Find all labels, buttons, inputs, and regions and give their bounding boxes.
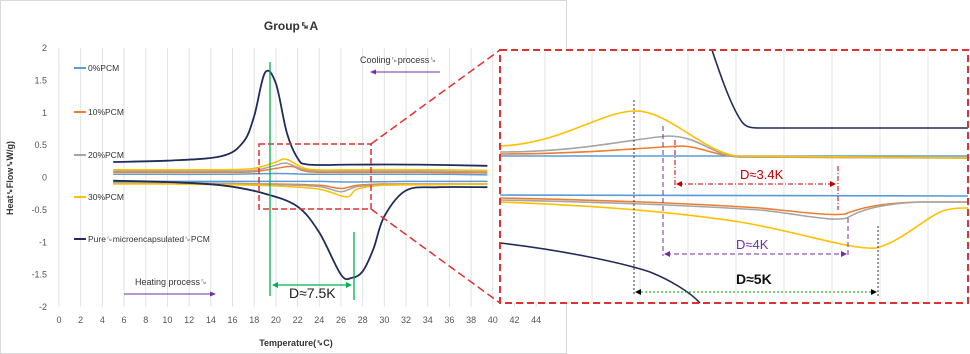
heating-arrow-head: [210, 291, 216, 297]
y-tick-label: 1.5: [34, 75, 47, 85]
x-tick-label: 4: [100, 315, 105, 325]
x-axis-label: Temperature(␙C): [259, 338, 333, 348]
series-1-cooling-line: [113, 165, 488, 174]
series-4-cooling-line: [113, 69, 488, 167]
series-lines: [113, 69, 488, 281]
inset-arrowhead-red-left: [676, 181, 682, 187]
y-tick-label: -2: [39, 302, 47, 312]
gridlines: [58, 48, 537, 307]
inset-10pct-cooling: [499, 145, 969, 159]
heating-process-label: Heating process␙: [135, 277, 207, 287]
zoom-box: [258, 143, 372, 210]
x-tick-label: 20: [271, 315, 281, 325]
inset-border: [499, 49, 969, 304]
legend-label-2: 20%PCM: [88, 150, 124, 160]
series-0-cooling-line: [113, 172, 488, 176]
chart-title: Group␙A: [264, 19, 319, 33]
y-tick-label: -1: [39, 237, 47, 247]
series-3-cooling-line: [113, 158, 488, 172]
inset-arrowhead-red-right: [830, 181, 836, 187]
y-tick-label: 1: [42, 108, 47, 118]
legend-label-1: 10%PCM: [88, 107, 124, 117]
cooling-arrow-head: [370, 69, 376, 75]
y-tick-label: 0: [42, 173, 47, 183]
x-tick-label: 8: [143, 315, 148, 325]
y-tick-label: 0.5: [34, 140, 47, 150]
x-tick-label: 34: [423, 315, 433, 325]
inset-10pct-heating: [499, 197, 968, 216]
legend-label-4: Pure␙microencapsulated␙PCM: [88, 234, 210, 244]
x-tick-label: 26: [336, 315, 346, 325]
y-tick-label: -0.5: [31, 205, 47, 215]
d-label-main: D≈7.5K: [289, 285, 336, 301]
inset-d-label-red: D≈3.4K: [740, 167, 784, 182]
x-tick-label: 36: [444, 315, 454, 325]
zoom-connector-bottom: [370, 208, 501, 304]
inset-d-label-purple: D≈4K: [736, 237, 769, 252]
x-tick-label: 16: [228, 315, 238, 325]
inset-pure-heating: [499, 242, 701, 304]
inset-20pct-heating: [499, 199, 968, 220]
y-tick-label: 2: [42, 43, 47, 53]
y-tick-labels: 2 1.5 1 0.5 0 -0.5 -1 -1.5 -2: [31, 43, 47, 312]
y-axis-label: Heat␙Flow␙W/g): [5, 141, 15, 215]
d-arrow-green-head-right: [346, 282, 352, 288]
inset-20pct-cooling: [499, 135, 969, 159]
x-tick-label: 28: [358, 315, 368, 325]
legend-label-3: 30%PCM: [88, 192, 124, 202]
inset-arrowhead-black-left: [635, 289, 641, 295]
x-tick-label: 12: [184, 315, 194, 325]
d-arrow-green-head-left: [272, 282, 278, 288]
x-tick-label: 2: [78, 315, 83, 325]
inset-0pct-heating-real: [499, 194, 969, 197]
series-3-heating-line: [113, 183, 488, 198]
x-tick-label: 32: [401, 315, 411, 325]
legend-label-0: 0%PCM: [88, 63, 119, 73]
y-tick-label: -1.5: [31, 270, 47, 280]
inset-gridlines: [544, 50, 929, 303]
inset-30pct-heating: [499, 201, 969, 249]
inset-arrowhead-black-right: [871, 289, 877, 295]
inset-d-label-black: D≈5K: [736, 271, 772, 287]
x-tick-label: 6: [122, 315, 127, 325]
cooling-process-label: Cooling␙process␙: [360, 55, 436, 65]
legend: 0%PCM 10%PCM 20%PCM 30%PCM Pure␙microenc…: [74, 63, 210, 244]
x-tick-label: 10: [162, 315, 172, 325]
series-0-heating-line: [113, 180, 488, 183]
x-tick-label: 22: [293, 315, 303, 325]
zoom-inset: D≈3.4K D≈4K D≈5K: [499, 49, 969, 304]
inset-arrowhead-purple-left: [664, 251, 670, 257]
inset-curves: [499, 49, 969, 304]
inset-arrowhead-purple-right: [841, 251, 847, 257]
inset-pure-cooling: [711, 49, 968, 129]
x-tick-label: 44: [531, 315, 541, 325]
inset-d-markers: [633, 100, 879, 296]
x-tick-label: 14: [206, 315, 216, 325]
inset-background: [500, 50, 968, 303]
x-tick-labels: 0 2 4 6 8 10 12 14 16 18 20 22 24 26 28 30 32 34 36 38 40 42 4…: [56, 315, 541, 325]
x-tick-label: 38: [466, 315, 476, 325]
x-tick-label: 30: [379, 315, 389, 325]
x-tick-label: 0: [56, 315, 61, 325]
series-2-cooling-line: [113, 162, 488, 173]
x-tick-label: 40: [488, 315, 498, 325]
series-4-heating-line: [113, 179, 488, 281]
zoom-connector-top: [370, 49, 501, 145]
x-tick-label: 24: [314, 315, 324, 325]
x-tick-label: 18: [249, 315, 259, 325]
x-tick-label: 42: [509, 315, 519, 325]
inset-30pct-cooling: [499, 110, 969, 159]
